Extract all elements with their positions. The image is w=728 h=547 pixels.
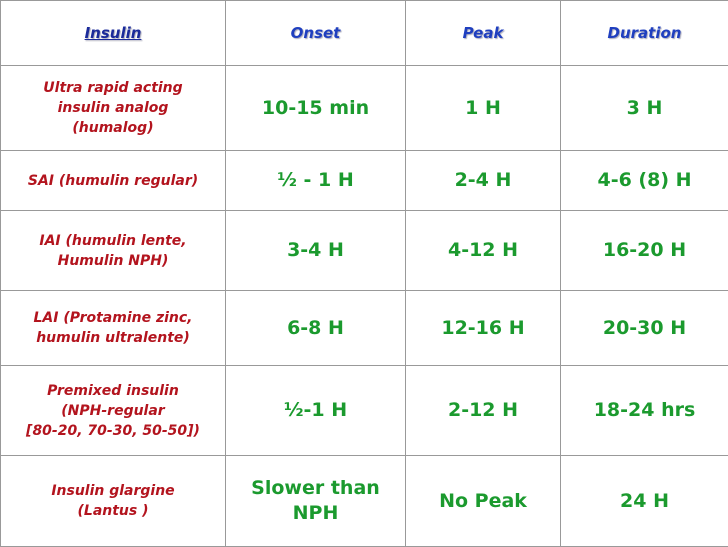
cell-line: IAI (humulin lente, xyxy=(3,231,223,251)
insulin-name: LAI (Protamine zinc,humulin ultralente) xyxy=(1,291,226,366)
time-value: 18-24 hrs xyxy=(561,366,728,456)
time-value: 12-16 H xyxy=(406,291,561,366)
cell-line: (humalog) xyxy=(3,118,223,138)
cell-line: [80-20, 70-30, 50-50]) xyxy=(3,421,223,441)
table-row: LAI (Protamine zinc,humulin ultralente)6… xyxy=(1,291,728,366)
time-value: 6-8 H xyxy=(226,291,406,366)
time-value: 20-30 H xyxy=(561,291,728,366)
cell-line: No Peak xyxy=(408,489,558,514)
time-value: 3-4 H xyxy=(226,211,406,291)
insulin-name: Insulin glargine(Lantus ) xyxy=(1,456,226,547)
cell-line: ½ - 1 H xyxy=(228,168,403,193)
cell-line: (Lantus ) xyxy=(3,501,223,521)
cell-line: Insulin glargine xyxy=(3,481,223,501)
cell-line: 3-4 H xyxy=(228,238,403,263)
header-cell: Duration xyxy=(561,1,728,66)
header-cell: Onset xyxy=(226,1,406,66)
time-value: ½ - 1 H xyxy=(226,151,406,211)
cell-line: 12-16 H xyxy=(408,316,558,341)
cell-line: Ultra rapid acting xyxy=(3,78,223,98)
insulin-name: IAI (humulin lente,Humulin NPH) xyxy=(1,211,226,291)
header-cell: Peak xyxy=(406,1,561,66)
time-value: 1 H xyxy=(406,66,561,151)
time-value: 2-12 H xyxy=(406,366,561,456)
cell-line: 18-24 hrs xyxy=(563,398,726,423)
time-value: 24 H xyxy=(561,456,728,547)
cell-line: 16-20 H xyxy=(563,238,726,263)
cell-line: humulin ultralente) xyxy=(3,328,223,348)
cell-line: 20-30 H xyxy=(563,316,726,341)
time-value: 4-12 H xyxy=(406,211,561,291)
time-value: 16-20 H xyxy=(561,211,728,291)
cell-line: SAI (humulin regular) xyxy=(3,171,223,191)
cell-line: Slower than xyxy=(228,476,403,501)
time-value: 3 H xyxy=(561,66,728,151)
cell-line: ½-1 H xyxy=(228,398,403,423)
cell-line: 3 H xyxy=(563,96,726,121)
insulin-name: SAI (humulin regular) xyxy=(1,151,226,211)
cell-line: 2-12 H xyxy=(408,398,558,423)
time-value: 2-4 H xyxy=(406,151,561,211)
cell-line: Premixed insulin xyxy=(3,381,223,401)
cell-line: NPH xyxy=(228,501,403,526)
cell-line: 4-12 H xyxy=(408,238,558,263)
cell-line: 10-15 min xyxy=(228,96,403,121)
time-value: 4-6 (8) H xyxy=(561,151,728,211)
table-row: Premixed insulin(NPH-regular[80-20, 70-3… xyxy=(1,366,728,456)
header-cell: Insulin xyxy=(1,1,226,66)
cell-line: 4-6 (8) H xyxy=(563,168,726,193)
cell-line: 2-4 H xyxy=(408,168,558,193)
cell-line: (NPH-regular xyxy=(3,401,223,421)
cell-line: 1 H xyxy=(408,96,558,121)
time-value: No Peak xyxy=(406,456,561,547)
time-value: ½-1 H xyxy=(226,366,406,456)
cell-line: Humulin NPH) xyxy=(3,251,223,271)
cell-line: insulin analog xyxy=(3,98,223,118)
cell-line: 6-8 H xyxy=(228,316,403,341)
cell-line: LAI (Protamine zinc, xyxy=(3,308,223,328)
time-value: 10-15 min xyxy=(226,66,406,151)
insulin-name: Premixed insulin(NPH-regular[80-20, 70-3… xyxy=(1,366,226,456)
cell-line: 24 H xyxy=(563,489,726,514)
